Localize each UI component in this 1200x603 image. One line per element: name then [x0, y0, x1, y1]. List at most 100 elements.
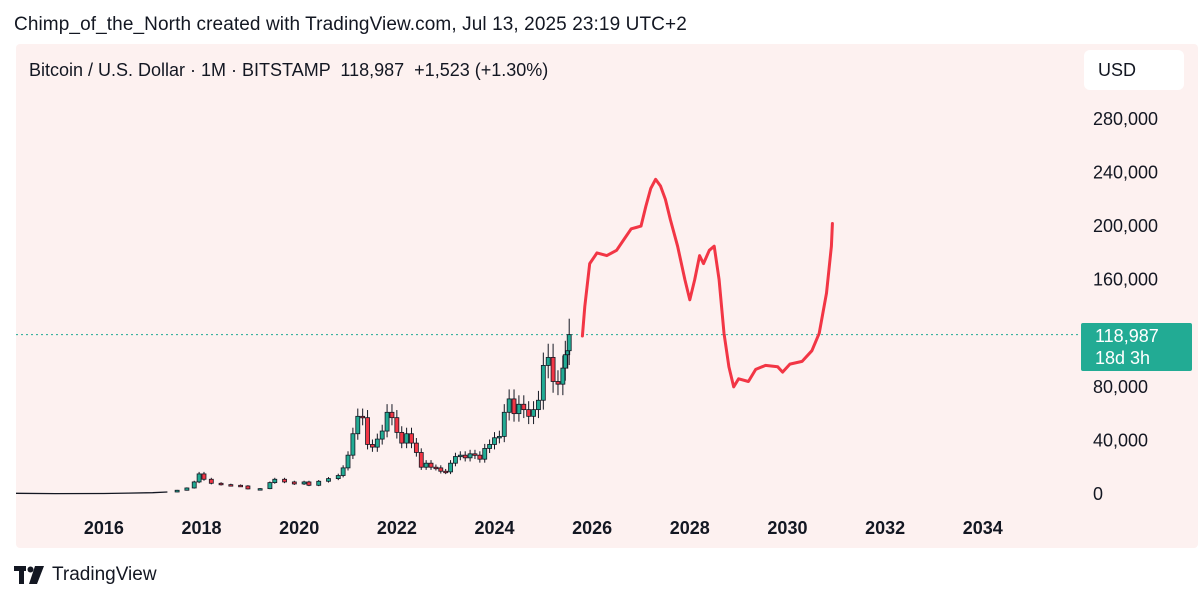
candle-body [228, 484, 234, 487]
candle-body [433, 466, 439, 470]
candle-body [306, 481, 312, 486]
candle-body [511, 398, 517, 415]
last-price-tag-value: 118,987 [1095, 326, 1159, 346]
candle-body [550, 356, 556, 382]
y-tick-label: 240,000 [1093, 163, 1158, 183]
x-tick-label: 2020 [279, 518, 319, 538]
y-tick-label: 200,000 [1093, 216, 1158, 236]
candle-body [521, 403, 527, 411]
candle-body [482, 448, 488, 460]
x-tick-label: 2016 [84, 518, 124, 538]
symbol-header: Bitcoin / U.S. Dollar · 1M · BITSTAMP 11… [29, 60, 548, 81]
candle-body [409, 433, 414, 444]
candle-body [379, 430, 385, 440]
candle-body [562, 354, 568, 369]
y-tick-label: 80,000 [1093, 377, 1148, 397]
candle-body [370, 444, 375, 448]
candle-body [394, 417, 400, 433]
candle-body [462, 454, 468, 459]
candle-body [413, 442, 419, 453]
candle-body [477, 454, 483, 460]
candle-body [257, 488, 263, 491]
candle-body [438, 467, 444, 472]
candle-body [487, 444, 493, 449]
x-tick-label: 2030 [767, 518, 807, 538]
candle-body [238, 484, 244, 488]
x-tick-label: 2022 [377, 518, 417, 538]
candle-body [531, 409, 536, 417]
candle-body [345, 454, 351, 469]
candle-body [316, 480, 322, 486]
footer-brand[interactable]: TradingView [52, 564, 157, 585]
y-tick-label: 40,000 [1093, 430, 1148, 450]
candle-body [448, 462, 453, 473]
candle-body [218, 482, 224, 486]
candle-body [272, 478, 278, 484]
candle-body [423, 462, 429, 468]
candle-body [184, 487, 190, 491]
candle-body [540, 365, 546, 401]
candle-body [467, 453, 473, 459]
candle-body [566, 334, 572, 352]
candle-body [496, 436, 502, 439]
chart-panel[interactable] [16, 44, 1198, 548]
candle-body [457, 454, 463, 458]
candle-body [399, 431, 405, 444]
price-change: +1,523 (+1.30%) [414, 60, 549, 80]
x-tick-label: 2034 [963, 518, 1003, 538]
candle-body [201, 473, 207, 480]
candle-body [526, 409, 532, 417]
last-price-tag: 118,987 18d 3h [1081, 323, 1192, 371]
candle-body [340, 467, 346, 476]
footer: TradingView [14, 563, 157, 587]
chart-caption: Chimp_of_the_North created with TradingV… [14, 14, 687, 35]
projection-path [580, 177, 834, 389]
y-tick-label: 0 [1093, 484, 1103, 504]
candle-body [545, 356, 551, 366]
x-tick-label: 2018 [182, 518, 222, 538]
candle-body [196, 473, 202, 483]
candle-body [501, 411, 507, 437]
bar-countdown: 18d 3h [1095, 348, 1151, 368]
candle-body [326, 478, 331, 482]
symbol-name[interactable]: Bitcoin / U.S. Dollar · 1M · BITSTAMP [29, 60, 331, 80]
candle-body [282, 478, 287, 483]
x-tick-label: 2026 [572, 518, 612, 538]
candle-body [335, 475, 341, 479]
candle-body [443, 470, 449, 474]
candle-body [355, 415, 361, 435]
y-tick-label: 280,000 [1093, 109, 1158, 129]
last-price: 118,987 [340, 60, 405, 80]
candle-body [291, 481, 297, 485]
price-history-line [15, 491, 168, 495]
candle-body [516, 403, 522, 415]
candle-body [374, 438, 380, 448]
candle-body [384, 411, 390, 432]
candle-body [301, 481, 307, 485]
candle-body [555, 381, 561, 385]
candle-body [418, 452, 424, 468]
candle-body [360, 415, 366, 419]
candle-body [428, 462, 434, 468]
tradingview-logo-icon[interactable] [14, 566, 44, 584]
x-tick-label: 2024 [474, 518, 514, 538]
candle-body [506, 398, 512, 413]
x-tick-label: 2032 [865, 518, 905, 538]
candle-body [492, 437, 497, 445]
candle-body [389, 411, 395, 419]
candle-body [350, 433, 356, 456]
candle-body [536, 399, 541, 411]
candle-body [472, 453, 478, 456]
candle-body [560, 367, 566, 385]
candle-body [245, 485, 251, 490]
x-tick-label: 2028 [670, 518, 710, 538]
currency-selector[interactable]: USD [1084, 50, 1184, 90]
candle-body [208, 478, 214, 484]
candle-body [191, 481, 197, 489]
y-tick-label: 160,000 [1093, 270, 1158, 290]
candle-body [267, 482, 273, 490]
candle-body [453, 456, 458, 464]
candle-body [404, 433, 410, 444]
candle-body [365, 417, 370, 445]
